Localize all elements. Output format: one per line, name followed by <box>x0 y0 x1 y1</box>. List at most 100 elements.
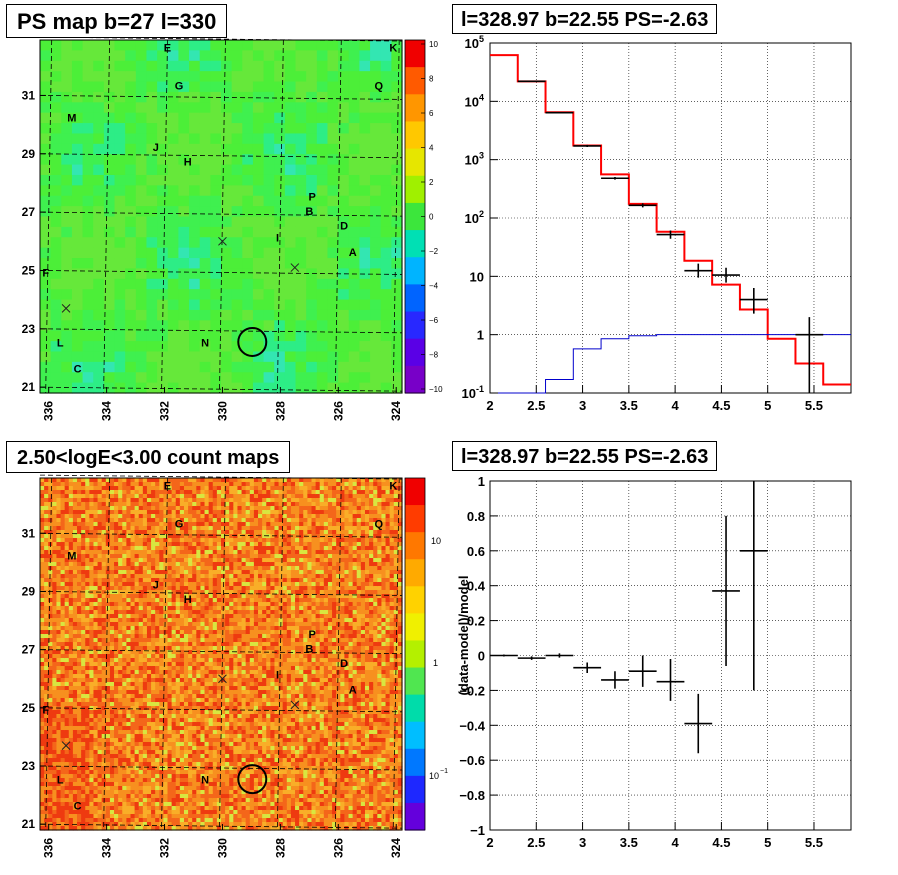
map-pixel <box>175 774 181 779</box>
map-pixel <box>159 666 165 671</box>
map-pixel <box>212 562 218 567</box>
map-pixel <box>101 718 107 723</box>
map-pixel <box>134 754 140 759</box>
map-pixel <box>134 606 140 611</box>
map-pixel <box>163 714 169 719</box>
map-pixel <box>105 826 111 831</box>
source-label: C <box>74 364 82 376</box>
map-pixel <box>126 638 132 643</box>
map-pixel <box>167 123 180 135</box>
map-pixel <box>114 806 119 811</box>
map-pixel <box>101 574 107 579</box>
map-pixel <box>109 718 115 723</box>
map-pixel <box>175 742 181 747</box>
map-pixel <box>105 490 111 495</box>
map-pixel <box>97 558 103 563</box>
map-pixel <box>338 133 350 145</box>
map-pixel <box>155 678 160 683</box>
map-pixel <box>77 806 82 811</box>
map-pixel <box>199 174 211 186</box>
map-pixel <box>370 40 382 51</box>
map-pixel <box>327 341 339 353</box>
map-pixel <box>56 614 62 619</box>
map-pixel <box>125 216 137 228</box>
map-pixel <box>188 758 193 763</box>
map-pixel <box>89 566 95 571</box>
map-pixel <box>380 123 392 135</box>
map-pixel <box>114 786 119 791</box>
map-pixel <box>40 247 52 259</box>
map-pixel <box>52 818 58 823</box>
map-pixel <box>159 510 165 515</box>
map-pixel <box>52 562 58 567</box>
map-pixel <box>391 195 403 207</box>
map-pixel <box>338 102 350 114</box>
map-pixel <box>295 258 307 270</box>
map-pixel <box>72 734 78 739</box>
map-pixel <box>71 361 84 373</box>
map-pixel <box>348 60 361 72</box>
map-pixel <box>155 598 160 603</box>
map-pixel <box>306 71 318 83</box>
map-pixel <box>109 726 115 731</box>
map-pixel <box>126 814 132 819</box>
map-pixel <box>175 814 181 819</box>
map-pixel <box>82 299 94 311</box>
map-pixel <box>142 642 148 647</box>
map-pixel <box>167 622 173 627</box>
map-pixel <box>167 216 180 228</box>
map-pixel <box>85 510 90 515</box>
map-pixel <box>179 666 185 671</box>
map-pixel <box>188 666 193 671</box>
map-pixel <box>118 594 123 599</box>
map-pixel <box>48 694 53 699</box>
map-pixel <box>208 526 214 531</box>
map-pixel <box>175 694 181 699</box>
map-pixel <box>163 642 169 647</box>
map-pixel <box>44 518 49 523</box>
map-pixel <box>151 710 156 715</box>
map-pixel <box>188 806 193 811</box>
map-pixel <box>192 502 197 507</box>
map-pixel <box>61 174 73 186</box>
map-pixel <box>135 154 148 166</box>
map-pixel <box>48 546 53 551</box>
map-pixel <box>167 754 173 759</box>
map-pixel <box>93 494 99 499</box>
map-pixel <box>188 734 193 739</box>
map-pixel <box>171 530 177 535</box>
map-pixel <box>118 546 123 551</box>
map-pixel <box>56 674 62 679</box>
map-pixel <box>60 518 66 523</box>
map-pixel <box>242 309 254 321</box>
map-pixel <box>242 351 254 363</box>
map-pixel <box>56 730 62 735</box>
map-pixel <box>210 206 222 218</box>
map-pixel <box>122 526 127 531</box>
map-pixel <box>103 174 116 186</box>
map-pixel <box>68 518 74 523</box>
map-pixel <box>146 278 158 290</box>
map-pixel <box>122 538 127 543</box>
map-pixel <box>138 602 144 607</box>
map-pixel <box>122 762 127 767</box>
map-pixel <box>146 268 158 280</box>
map-pixel <box>122 562 127 567</box>
map-pixel <box>126 534 132 539</box>
map-pixel <box>126 690 132 695</box>
map-pixel <box>370 268 382 280</box>
map-pixel <box>167 650 173 655</box>
map-pixel <box>200 742 206 747</box>
map-pixel <box>155 658 160 663</box>
map-pixel <box>105 694 111 699</box>
map-pixel <box>179 786 185 791</box>
map-pixel <box>142 546 148 551</box>
map-pixel <box>200 498 206 503</box>
map-pixel <box>208 742 214 747</box>
map-pixel <box>105 570 111 575</box>
map-pixel <box>48 754 53 759</box>
map-pixel <box>122 786 127 791</box>
map-pixel <box>171 698 177 703</box>
map-pixel <box>77 734 82 739</box>
map-pixel <box>97 774 103 779</box>
